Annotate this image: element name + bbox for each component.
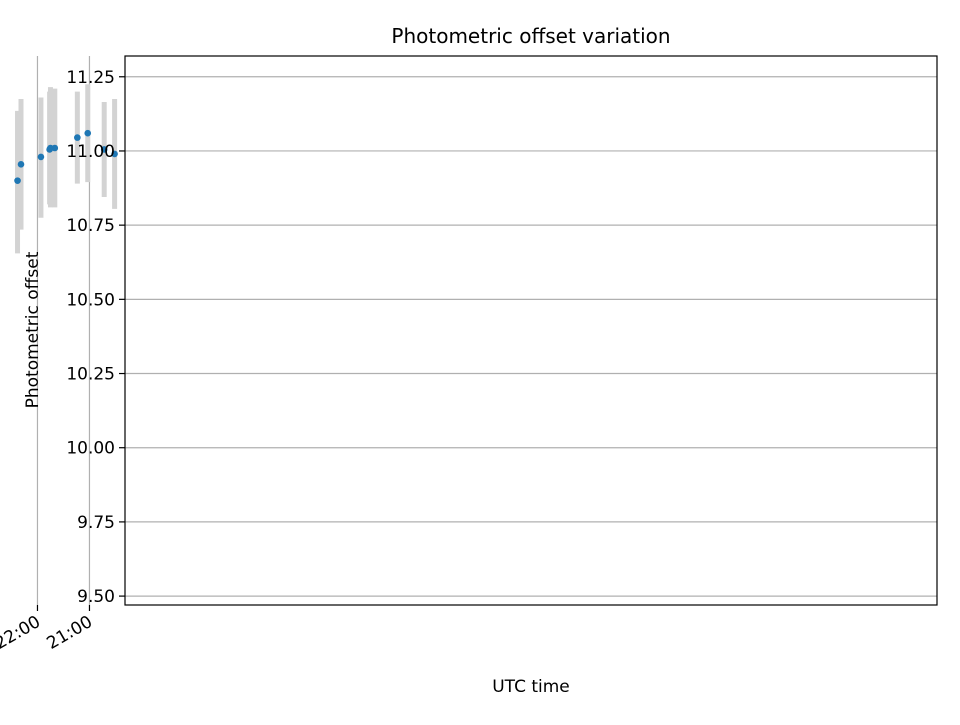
y-tick-label: 11.00: [66, 142, 115, 162]
data-point: [37, 153, 45, 161]
x-tick-label: 22:00: [0, 612, 44, 654]
y-tick-label: 10.75: [66, 216, 115, 236]
y-axis-label: Photometric offset: [23, 251, 43, 408]
data-point: [100, 146, 108, 153]
y-tick-label: 9.75: [77, 513, 115, 533]
y-axis-ticks: 9.50 9.75 10.00 10.25 10.50 10.75 11.00 11.25: [66, 68, 125, 607]
data-point: [74, 134, 81, 141]
chart-title: Photometric offset variation: [391, 24, 670, 48]
y-tick-label: 10.00: [66, 439, 115, 459]
y-tick-label: 11.25: [66, 68, 115, 88]
plot-frame: [124, 55, 938, 606]
data-point: [14, 177, 21, 184]
data-point: [111, 150, 118, 158]
data-point: [17, 161, 25, 168]
data-point: [46, 146, 53, 153]
y-tick-label: 9.50: [77, 587, 115, 607]
x-tick-label: 21:00: [44, 612, 96, 654]
grid-lines: [36, 56, 937, 605]
data-point: [84, 129, 92, 137]
data-points: [14, 129, 118, 184]
x-axis-label: UTC time: [492, 677, 570, 697]
y-tick-label: 10.25: [66, 365, 115, 385]
y-tick-label: 10.50: [66, 290, 115, 310]
